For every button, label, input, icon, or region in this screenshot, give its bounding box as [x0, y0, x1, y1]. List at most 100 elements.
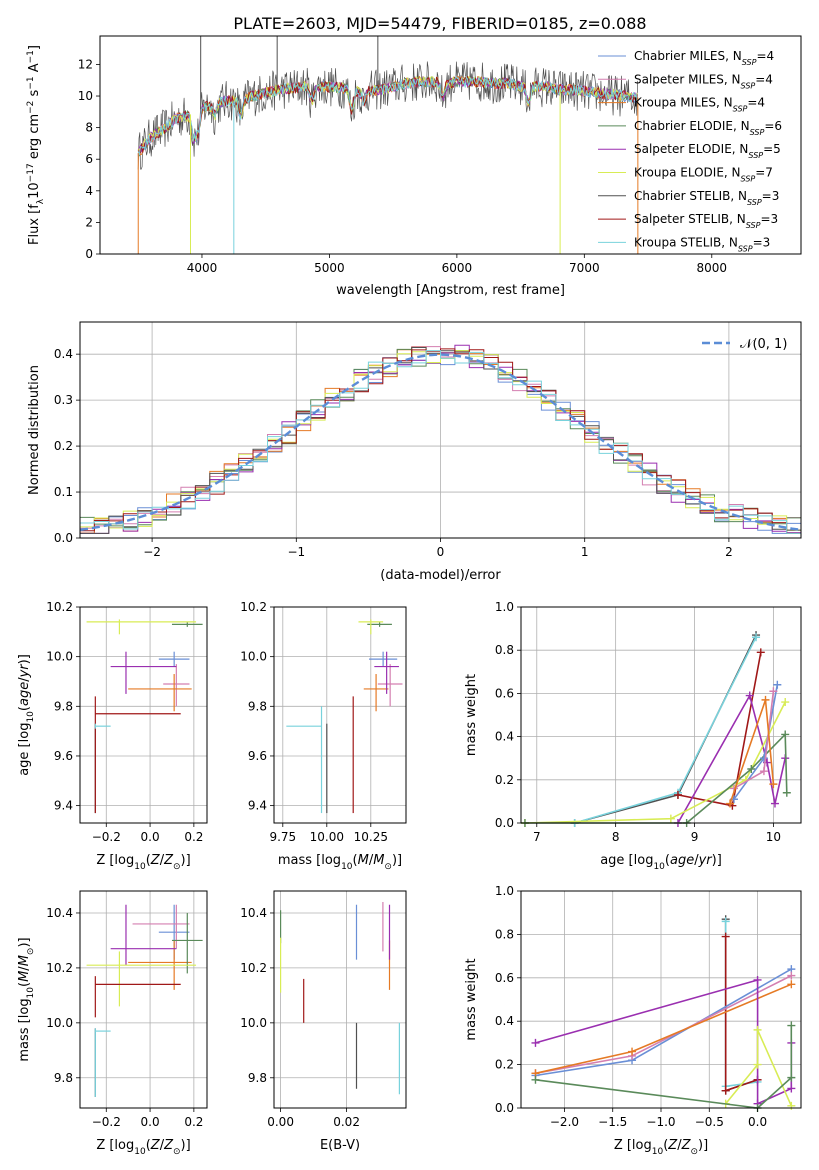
mass-weight-vs-age-marker-4-1: [666, 814, 675, 823]
spectrum-ytick-label-4: 8: [85, 121, 93, 135]
histogram-xlabel: (data-model)/error: [380, 568, 501, 583]
mass-weight-vs-age-marker-8-2: [769, 780, 778, 789]
mass-weight-vs-z-series-chabrier-miles: [535, 968, 792, 1077]
age-vs-z-xtick-label-0: −0.2: [92, 830, 121, 844]
spectrum-series-kroupa-stelib: [137, 76, 638, 156]
mass-weight-vs-age-ylabel: mass weight: [464, 674, 479, 756]
mass-weight-vs-z-marker-7-1: [753, 1060, 762, 1069]
age-vs-z-frame: [79, 606, 208, 824]
mass-weight-vs-z-ytick-label-3: 0.6: [495, 971, 514, 985]
age-vs-z-xtick-label-2: 0.2: [184, 830, 203, 844]
mass-weight-vs-age-marker-3-1: [745, 691, 754, 700]
spectrum-legend-label-2: Kroupa MILES, NSSP=4: [634, 96, 765, 114]
mass-vs-z-ytick-label-1: 10.0: [46, 1016, 73, 1030]
mass-weight-vs-z-ytick-label-0: 0.0: [495, 1101, 514, 1115]
mass-vs-ebv-xtick-label-1: 0.02: [333, 1115, 360, 1129]
spectrum-legend-label-4: Salpeter ELODIE, NSSP=5: [634, 142, 781, 160]
spectrum-ytick-label-1: 2: [85, 215, 93, 229]
mass-weight-vs-age-ytick-label-3: 0.6: [495, 686, 514, 700]
spectrum-xtick-label-1: 5000: [314, 261, 345, 275]
mass-weight-vs-z-series-salpeter-stelib: [724, 936, 758, 1092]
mass-weight-vs-z-marker-2-0: [721, 932, 730, 941]
mass-weight-vs-age-marker-6-1: [759, 754, 768, 763]
mass-vs-z-ylabel: mass [log10(M/M⊙)]: [17, 937, 36, 1061]
mass-weight-vs-z-ytick-label-2: 0.4: [495, 1014, 514, 1028]
mass-weight-vs-z-marker-8-0: [531, 1075, 540, 1084]
residual-histogram-xtick-label-3: 1: [581, 545, 589, 559]
mass-vs-ebv-xlabel: E(B-V): [320, 1138, 360, 1153]
residual-histogram-ytick-label-4: 0.4: [54, 347, 73, 361]
mass-vs-z-ytick-label-3: 10.4: [46, 906, 73, 920]
histogram-series-salpeter-stelib: [80, 348, 801, 534]
spectrum-ytick-label-0: 0: [85, 247, 93, 261]
mass-weight-vs-age-ytick-label-5: 1.0: [495, 600, 514, 614]
mass-weight-vs-z-xlabel: Z [log10(Z/Z⊙)]: [614, 1138, 708, 1157]
age-vs-mass-xtick-label-0: 9.75: [269, 830, 296, 844]
age-vs-z-ytick-label-2: 9.8: [54, 699, 73, 713]
spectrum-legend-label-3: Chabrier ELODIE, NSSP=6: [634, 119, 782, 137]
spectrum-xlabel: wavelength [Angstrom, rest frame]: [336, 283, 565, 298]
mass-weight-vs-z-marker-7-2: [753, 1025, 762, 1034]
spectrum-legend-label-7: Salpeter STELIB, NSSP=3: [634, 212, 778, 230]
mass-weight-vs-age-series-kroupa-stelib: [574, 636, 757, 824]
mass-weight-vs-z-marker-5-2: [787, 980, 796, 989]
mass-vs-z-xtick-label-1: 0.0: [141, 1115, 160, 1129]
spectrum-xtick-label-4: 8000: [697, 261, 728, 275]
mass-weight-vs-age-frame: [520, 606, 802, 824]
age-vs-z-ytick-label-3: 10.0: [46, 650, 73, 664]
age-vs-mass-xlabel: mass [log10(M/M⊙)]: [278, 853, 402, 872]
mass-weight-vs-z-marker-1-0: [721, 917, 730, 926]
mass-vs-ebv-ytick-label-3: 10.4: [240, 906, 267, 920]
spectrum-legend-label-5: Kroupa ELODIE, NSSP=7: [634, 166, 773, 184]
histogram-series-kroupa-stelib: [80, 350, 801, 534]
age-vs-mass-ytick-label-3: 10.0: [240, 650, 267, 664]
mass-weight-vs-age-marker-3-3: [770, 799, 779, 808]
residual-histogram-ytick-label-2: 0.2: [54, 439, 73, 453]
spectrum-series-chabrier-stelib: [137, 61, 638, 170]
spectrum-legend-label-6: Chabrier STELIB, NSSP=3: [634, 189, 779, 207]
mass-weight-vs-age-xtick-label-1: 8: [612, 830, 620, 844]
residual-histogram-xtick-label-0: −2: [143, 545, 161, 559]
residual-histogram-xtick-label-4: 2: [725, 545, 733, 559]
mass-weight-vs-z-ylabel: mass weight: [464, 958, 479, 1040]
mass-weight-vs-age-ytick-label-2: 0.4: [495, 730, 514, 744]
mass-weight-vs-age-marker-8-0: [726, 799, 735, 808]
histogram-series-kroupa-elodie: [80, 350, 801, 531]
mass-weight-vs-age-ytick-label-0: 0.0: [495, 816, 514, 830]
mass-weight-vs-z-marker-6-1: [753, 975, 762, 984]
residual-histogram-xtick-label-1: −1: [287, 545, 305, 559]
residual-histogram-ytick-label-0: 0.0: [54, 531, 73, 545]
histogram-legend-label: 𝒩(0, 1): [740, 337, 787, 352]
mass-vs-z-frame: [79, 890, 208, 1109]
mass-weight-vs-age-marker-4-3: [781, 698, 790, 707]
mass-weight-vs-z-marker-6-0: [531, 1038, 540, 1047]
age-vs-mass-frame: [273, 606, 407, 824]
mass-weight-vs-age-ytick-label-1: 0.2: [495, 773, 514, 787]
spectrum-ylabel: Flux [fλ10−17 erg cm−2 s−1 A−1]: [26, 45, 46, 245]
mass-weight-vs-z-ytick-label-1: 0.2: [495, 1058, 514, 1072]
age-vs-z-ylabel: age [log10(age/yr)]: [17, 654, 36, 776]
spectrum-xtick-label-2: 6000: [442, 261, 473, 275]
age-vs-mass-ytick-label-4: 10.2: [240, 600, 267, 614]
mass-weight-vs-age-ytick-label-4: 0.8: [495, 643, 514, 657]
age-vs-z-ytick-label-4: 10.2: [46, 600, 73, 614]
spectrum-legend-label-0: Chabrier MILES, NSSP=4: [634, 49, 774, 67]
mass-weight-vs-z-marker-7-3: [787, 1101, 796, 1110]
mass-weight-vs-age-series-salpeter-stelib: [677, 652, 762, 807]
age-vs-mass-xtick-label-2: 10.25: [354, 830, 388, 844]
mass-weight-vs-z-series-kroupa-elodie: [725, 1029, 793, 1107]
mass-weight-vs-age-marker-7-2: [769, 687, 778, 696]
mass-weight-vs-age-marker-2-0: [673, 790, 682, 799]
mass-weight-vs-z-marker-4-2: [787, 971, 796, 980]
mass-vs-z-xlabel: Z [log10(Z/Z⊙)]: [96, 1138, 190, 1157]
residual-histogram-ytick-label-3: 0.3: [54, 393, 73, 407]
mass-weight-vs-age-marker-8-1: [761, 695, 770, 704]
spectrum-legend-label-1: Salpeter MILES, NSSP=4: [634, 72, 773, 90]
mass-weight-vs-age-marker-5-2: [747, 765, 756, 773]
age-vs-mass-ytick-label-2: 9.8: [248, 699, 267, 713]
spectrum-xtick-label-3: 7000: [569, 261, 600, 275]
mass-weight-vs-age-marker-2-2: [756, 648, 765, 657]
mass-weight-vs-age-xlabel: age [log10(age/yr)]: [600, 853, 722, 872]
